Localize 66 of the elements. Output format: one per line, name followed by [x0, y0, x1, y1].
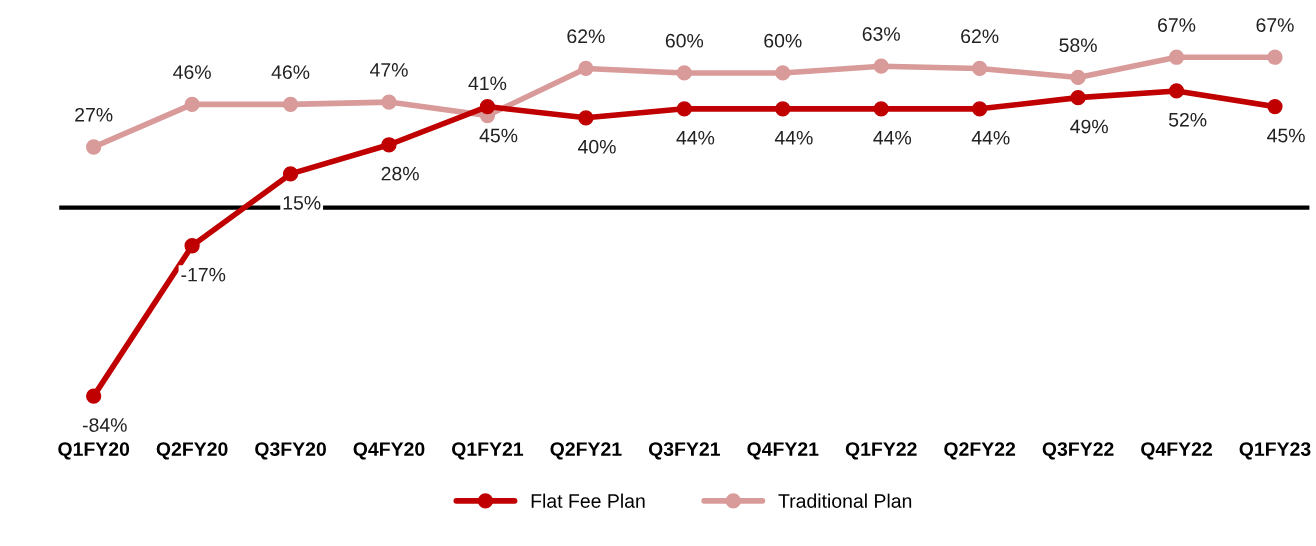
point — [1267, 98, 1283, 115]
data-label: 67% — [1256, 18, 1294, 32]
x-tick-label: Q1FY22 — [845, 442, 917, 460]
point — [282, 96, 299, 113]
point — [1070, 69, 1086, 86]
data-label: 60% — [764, 33, 802, 48]
x-tick-label: Q4FY21 — [747, 442, 819, 460]
point — [1267, 49, 1283, 65]
data-label: 41% — [468, 76, 507, 91]
point — [1070, 89, 1086, 106]
legend-label: Traditional Plan — [778, 493, 912, 508]
point — [775, 101, 791, 117]
point — [972, 60, 988, 77]
point — [1168, 49, 1185, 65]
x-tick-label: Q3FY20 — [255, 442, 326, 460]
x-tick-label: Q4FY20 — [353, 442, 425, 460]
data-label: 58% — [1059, 38, 1097, 53]
data-label: 49% — [1070, 119, 1108, 134]
x-tick-label: Q3FY21 — [648, 442, 720, 460]
point — [86, 139, 102, 155]
data-label: 40% — [577, 139, 616, 154]
point — [282, 166, 299, 182]
point — [578, 60, 594, 77]
point — [873, 101, 889, 117]
x-tick-label: Q3FY22 — [1042, 442, 1114, 460]
point — [676, 65, 692, 81]
point — [381, 137, 397, 153]
point — [873, 58, 889, 74]
data-label: 60% — [665, 33, 704, 48]
x-tick-label: Q1FY20 — [58, 442, 130, 460]
point — [479, 98, 496, 115]
point — [184, 96, 200, 113]
data-label: 62% — [961, 29, 999, 44]
data-label: 45% — [479, 128, 518, 143]
data-label: 44% — [676, 130, 715, 145]
data-label: 44% — [971, 130, 1010, 145]
x-tick-label: Q4FY22 — [1141, 442, 1212, 460]
x-tick-label: Q2FY22 — [944, 442, 1016, 460]
point — [676, 101, 692, 117]
data-label: 63% — [862, 27, 900, 41]
x-tick-label: Q2FY20 — [156, 442, 228, 460]
data-label: -84% — [82, 418, 127, 432]
point — [86, 388, 102, 404]
legend-label: Flat Fee Plan — [531, 493, 645, 508]
data-label: 15% — [283, 196, 321, 210]
point — [972, 101, 988, 117]
data-label: -17% — [181, 267, 226, 282]
data-label: 67% — [1158, 18, 1196, 32]
point — [381, 94, 397, 110]
data-label: 46% — [271, 65, 310, 80]
data-label: 28% — [381, 166, 419, 181]
data-label: 44% — [873, 130, 912, 145]
point — [578, 110, 594, 126]
x-tick-label: Q1FY21 — [452, 442, 524, 460]
point — [184, 238, 200, 254]
data-label: 45% — [1267, 128, 1305, 143]
data-label: 27% — [75, 107, 113, 122]
data-label: 46% — [173, 65, 211, 80]
data-label: 47% — [369, 63, 408, 77]
x-tick-label: Q1FY23 — [1239, 442, 1311, 460]
x-tick-label: Q2FY21 — [550, 442, 622, 460]
data-label: 52% — [1168, 112, 1207, 127]
point — [1168, 83, 1185, 99]
data-label: 62% — [567, 29, 605, 44]
data-label: 44% — [774, 130, 813, 145]
point — [775, 65, 791, 81]
